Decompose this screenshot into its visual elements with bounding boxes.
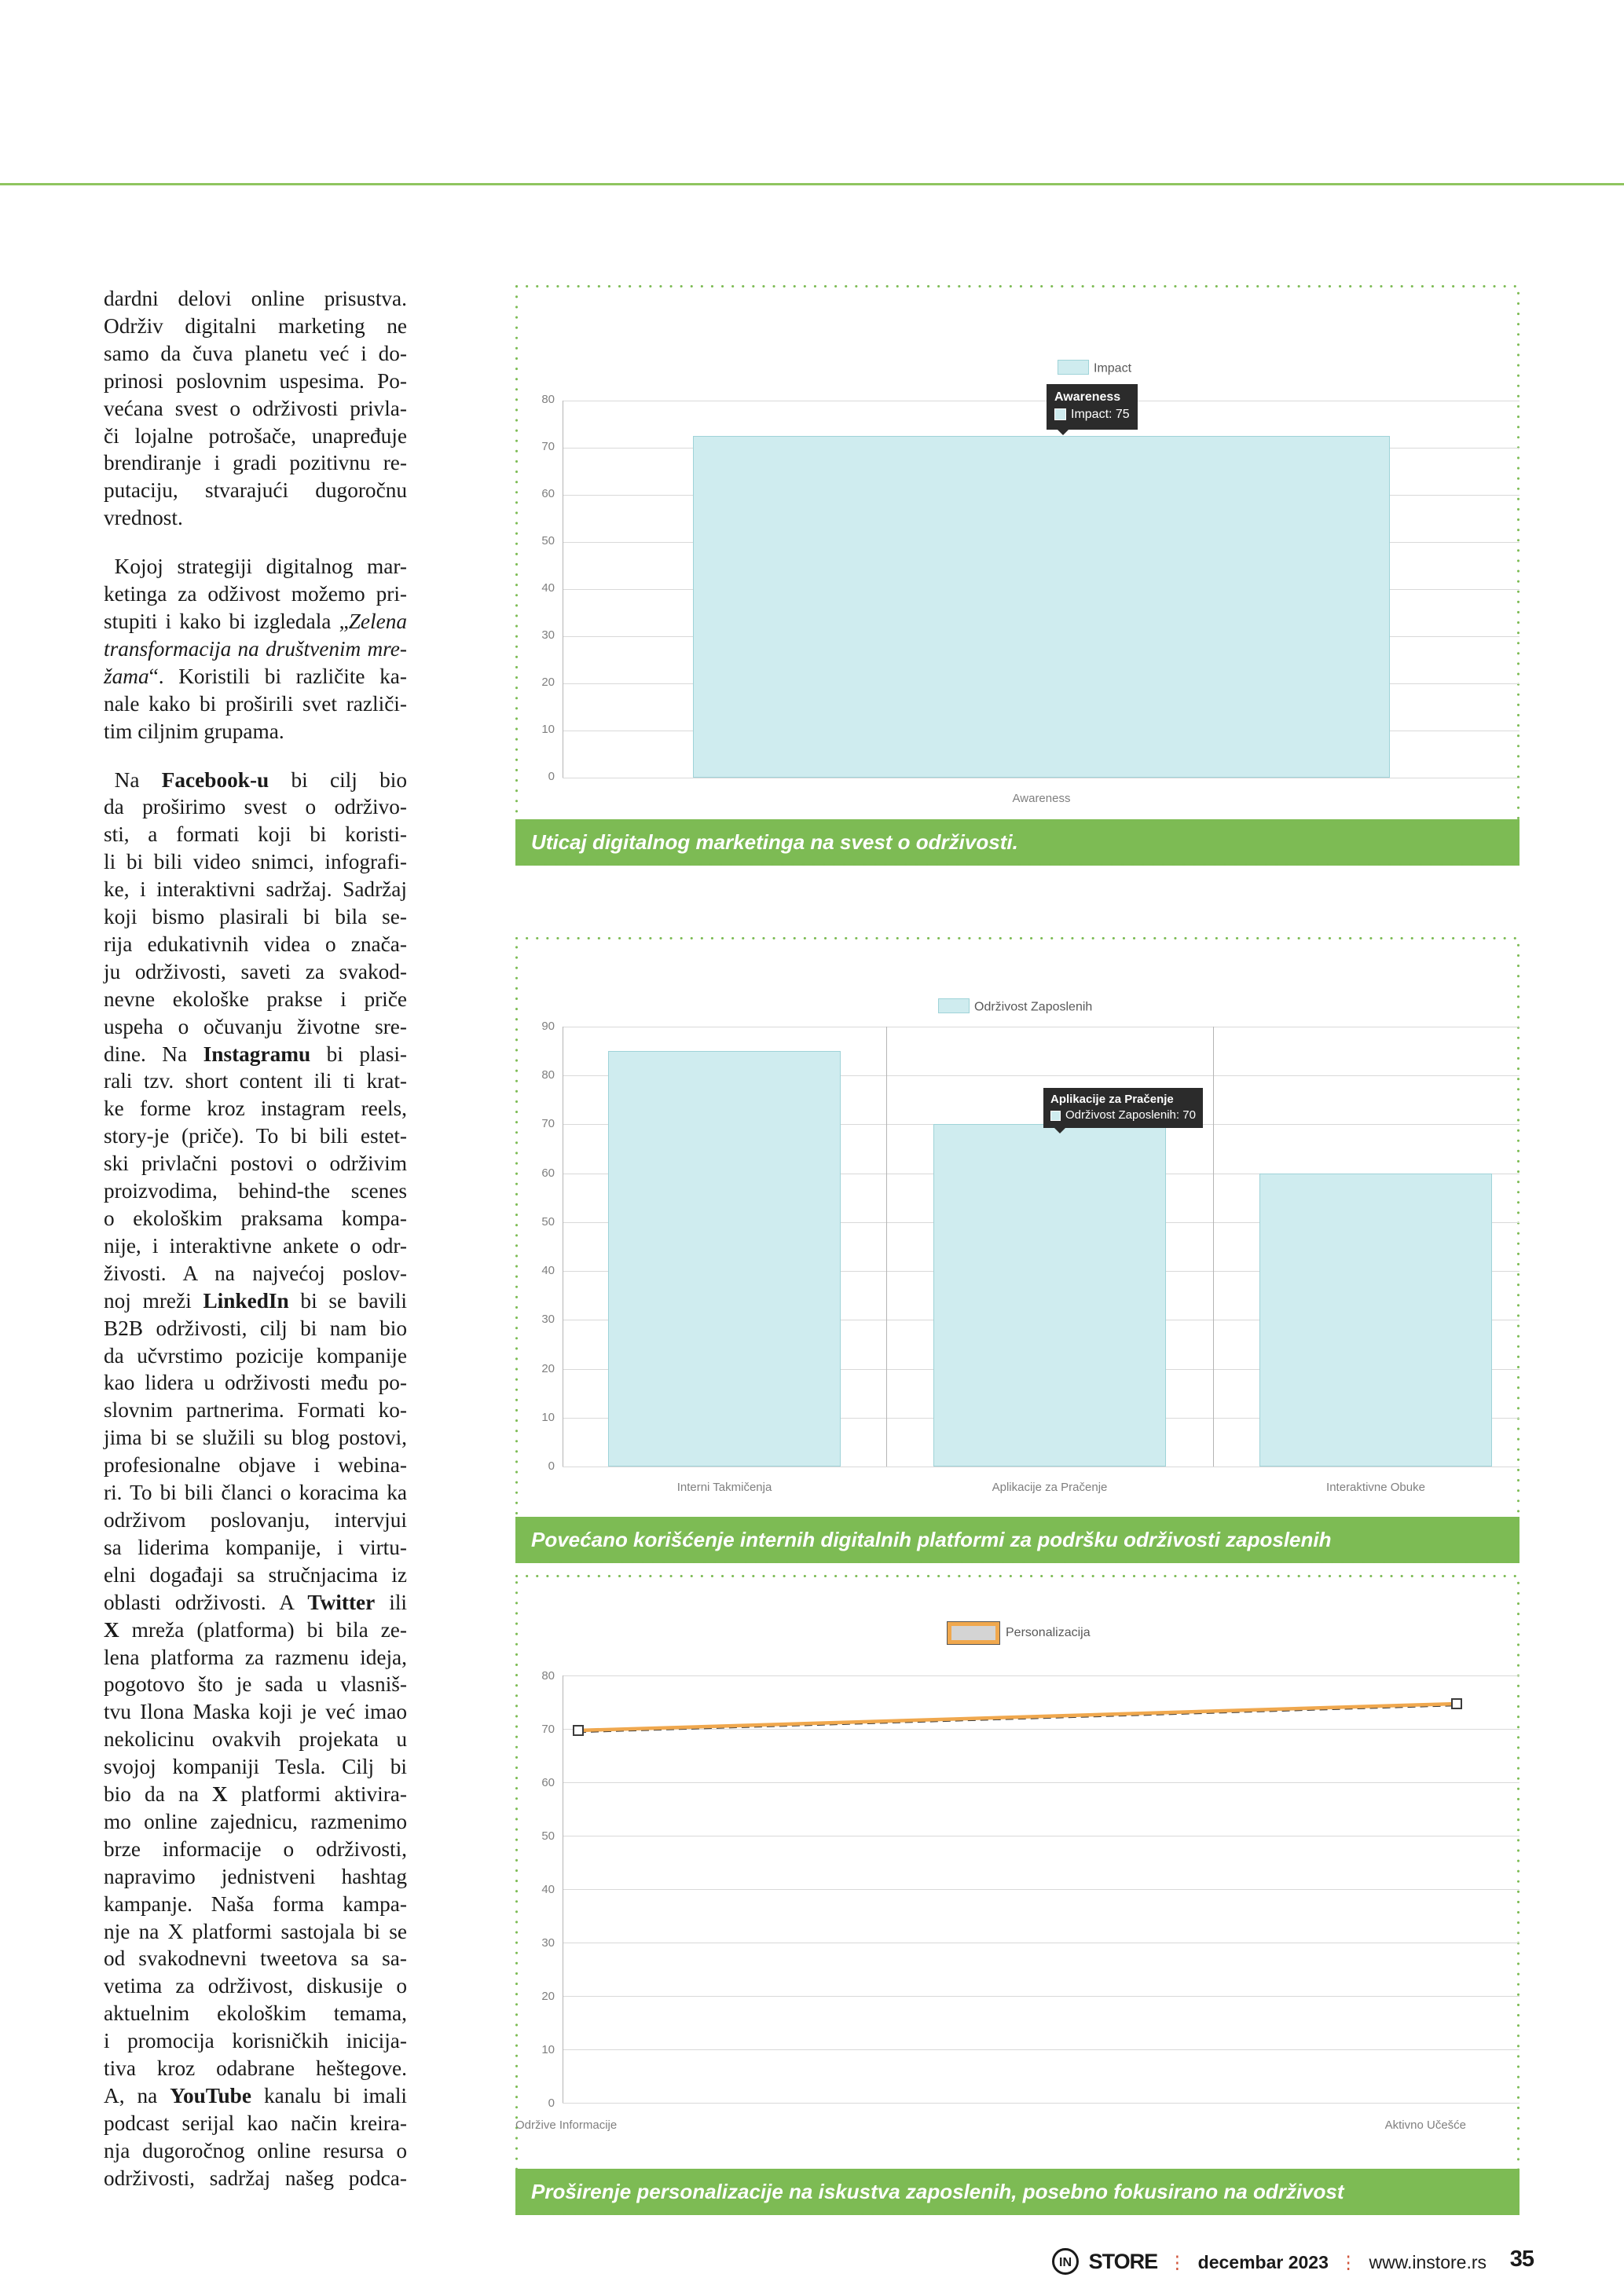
svg-text:IN: IN <box>1059 2256 1072 2269</box>
